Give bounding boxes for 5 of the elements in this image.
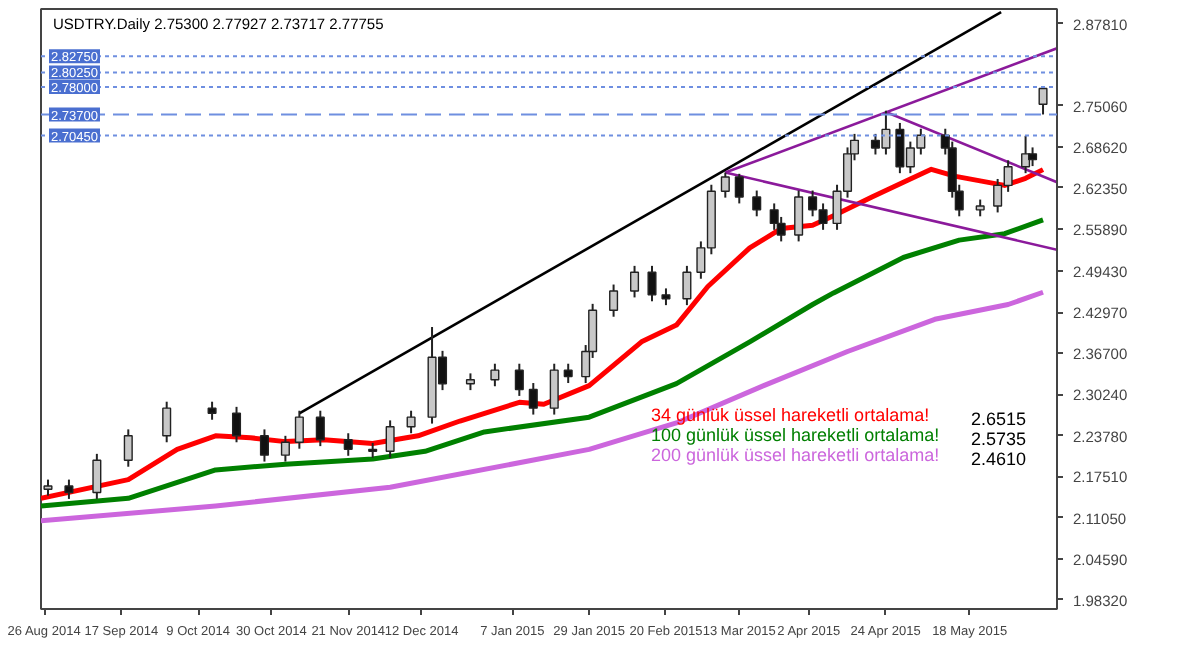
annotation: 2.4610 — [971, 449, 1027, 469]
series-label: 200 günlük üssel hareketli ortalama! — [651, 445, 940, 465]
series-label: 100 günlük üssel hareketli ortalama! — [651, 425, 940, 445]
annotation: 2.5735 — [971, 429, 1027, 449]
annotation: 2.6515 — [971, 409, 1027, 429]
